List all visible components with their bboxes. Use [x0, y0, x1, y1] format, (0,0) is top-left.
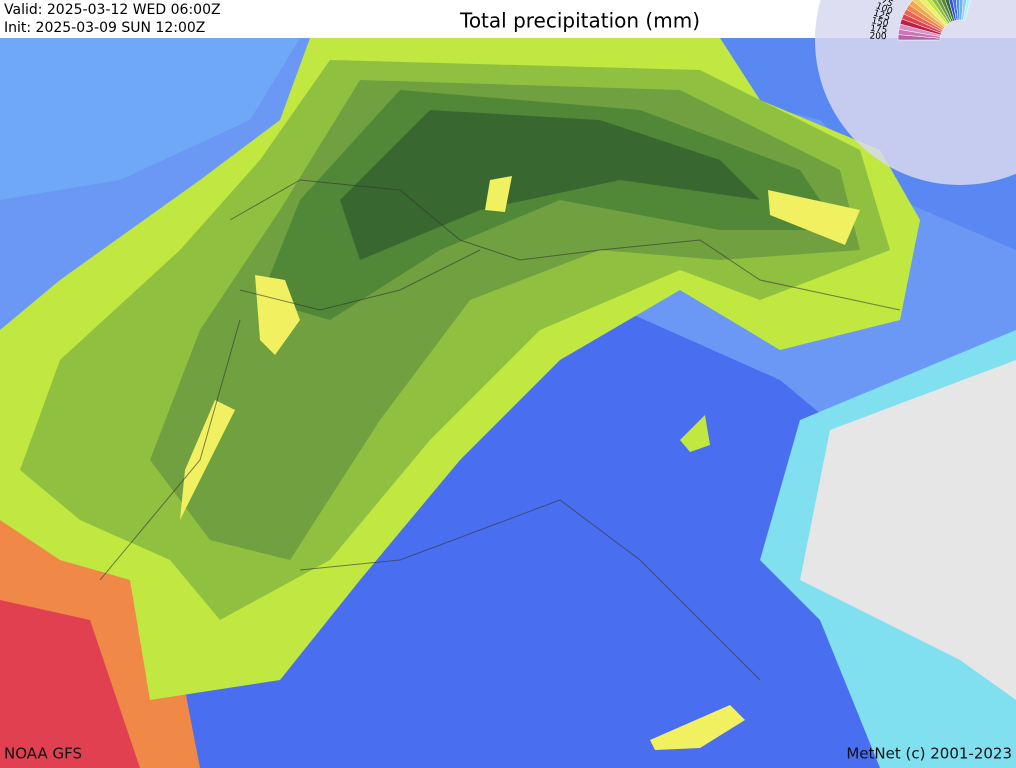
legend-swatch [944, 0, 956, 22]
legend-label: 200 [869, 32, 887, 43]
legend-swatch [955, 0, 961, 21]
legend-label: 125 [872, 9, 891, 24]
init-time: Init: 2025-03-09 SUN 12:00Z [4, 20, 205, 36]
legend-swatch [925, 0, 949, 26]
legend-swatch [931, 0, 951, 25]
legend-swatch [940, 0, 954, 23]
legend-swatch [961, 0, 967, 21]
legend-swatch [919, 0, 948, 27]
model-label: NOAA GFS [4, 745, 82, 763]
legend-label: 175 [869, 24, 887, 36]
precip-fields [0, 38, 1016, 768]
legend-label: 150 [870, 16, 889, 30]
legend-swatch [911, 0, 947, 28]
credit: MetNet (c) 2001-2023 [846, 745, 1012, 763]
legend: 2001751501251007550403025201510864210.50… [815, 0, 1016, 185]
legend-disc [815, 0, 1016, 185]
legend-swatch [948, 0, 957, 21]
legend-swatch [959, 0, 964, 21]
legend-label: 50 [883, 0, 898, 4]
legend-label: 75 [880, 0, 895, 10]
valid-time: Valid: 2025-03-12 WED 06:00Z [4, 2, 221, 18]
legend-swatch [952, 0, 959, 21]
title: Total precipitation (mm) [459, 9, 700, 33]
borders [99, 179, 901, 681]
legend-swatch [963, 0, 971, 21]
legend-swatch [936, 0, 952, 24]
